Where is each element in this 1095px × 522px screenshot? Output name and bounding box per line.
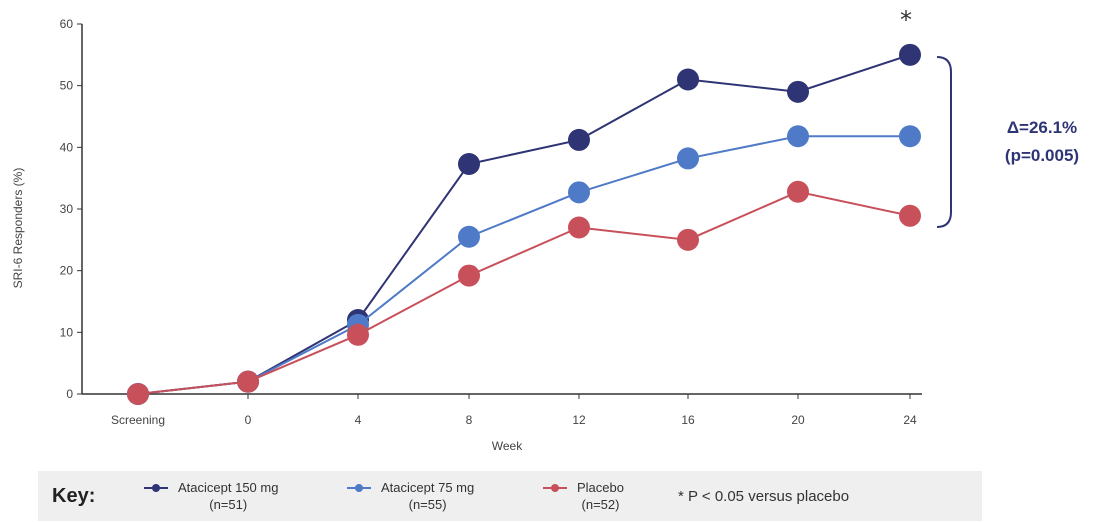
- y-tick-label: 10: [60, 325, 74, 339]
- legend: Key: Atacicept 150 mg (n=51) Atacicept 7…: [38, 471, 982, 521]
- data-point: [787, 125, 809, 148]
- series-layer: [127, 43, 921, 405]
- legend-swatch-atacicept-75: [347, 482, 371, 494]
- data-point: [568, 181, 590, 204]
- series-line: [137, 53, 911, 395]
- data-point: [458, 152, 480, 175]
- legend-label-name: Placebo: [577, 480, 624, 495]
- y-tick-label: 0: [66, 387, 73, 401]
- x-tick-label: 4: [355, 413, 362, 427]
- x-tick-label: 8: [466, 413, 473, 427]
- x-tick-label: 12: [572, 413, 586, 427]
- y-axis-title: SRI-6 Responders (%): [11, 168, 25, 289]
- x-tick-label: Screening: [111, 413, 165, 427]
- data-point: [237, 370, 259, 393]
- significance-star: *: [900, 6, 912, 34]
- data-point: [677, 228, 699, 251]
- legend-item-atacicept-75: Atacicept 75 mg (n=55): [347, 479, 474, 513]
- axes: 0 10 20 30 40 50 60 Screening 0 4 8 12 16 20 24: [60, 17, 922, 427]
- line-chart: 0 10 20 30 40 50 60 Screening 0 4 8 12 16 20 24 Week S…: [11, 6, 1079, 453]
- x-tick-label: 20: [791, 413, 805, 427]
- legend-label-n: (n=55): [408, 497, 447, 512]
- data-point: [787, 180, 809, 203]
- series-line: [137, 135, 910, 395]
- data-point: [677, 68, 699, 91]
- data-point: [787, 80, 809, 103]
- data-point: [899, 43, 921, 66]
- series-placebo: [127, 180, 921, 405]
- legend-swatch-dot: [355, 484, 363, 492]
- legend-label: Atacicept 150 mg (n=51): [178, 479, 278, 513]
- legend-swatch-dot: [152, 484, 160, 492]
- x-axis-title: Week: [492, 439, 523, 453]
- data-point: [899, 125, 921, 148]
- legend-label-name: Atacicept 150 mg: [178, 480, 279, 495]
- legend-label: Atacicept 75 mg (n=55): [381, 479, 474, 513]
- legend-item-placebo: Placebo (n=52): [543, 479, 624, 513]
- data-point: [127, 383, 149, 405]
- data-point: [568, 216, 590, 239]
- y-tick-label: 30: [60, 202, 74, 216]
- data-point: [458, 264, 480, 287]
- delta-annotation: Δ=26.1%: [1007, 118, 1077, 137]
- legend-swatch-atacicept-150: [144, 482, 168, 494]
- x-tick-label: 24: [903, 413, 917, 427]
- delta-bracket: [936, 56, 952, 228]
- data-point: [568, 128, 590, 151]
- legend-title: Key:: [52, 485, 96, 507]
- data-point: [347, 323, 369, 346]
- series-atacicept-150-mg: [127, 43, 921, 405]
- legend-swatch-placebo: [543, 482, 567, 494]
- pvalue-annotation: (p=0.005): [1005, 146, 1079, 165]
- legend-item-atacicept-150: Atacicept 150 mg (n=51): [144, 479, 278, 513]
- series-atacicept-75-mg: [127, 125, 921, 405]
- series-line: [137, 190, 911, 395]
- x-tick-label: 0: [245, 413, 252, 427]
- y-tick-label: 20: [60, 264, 74, 278]
- legend-label-name: Atacicept 75 mg: [381, 480, 475, 495]
- legend-swatch-dot: [551, 484, 559, 492]
- data-point: [458, 225, 480, 248]
- data-point: [677, 147, 699, 170]
- significance-note: * P < 0.05 versus placebo: [678, 488, 850, 505]
- y-tick-label: 60: [60, 17, 74, 31]
- x-tick-label: 16: [681, 413, 695, 427]
- data-point: [899, 204, 921, 227]
- legend-label-n: (n=51): [209, 497, 248, 512]
- y-tick-label: 40: [60, 140, 74, 154]
- legend-label-n: (n=52): [581, 497, 620, 512]
- y-tick-label: 50: [60, 79, 74, 93]
- legend-label: Placebo (n=52): [577, 479, 624, 513]
